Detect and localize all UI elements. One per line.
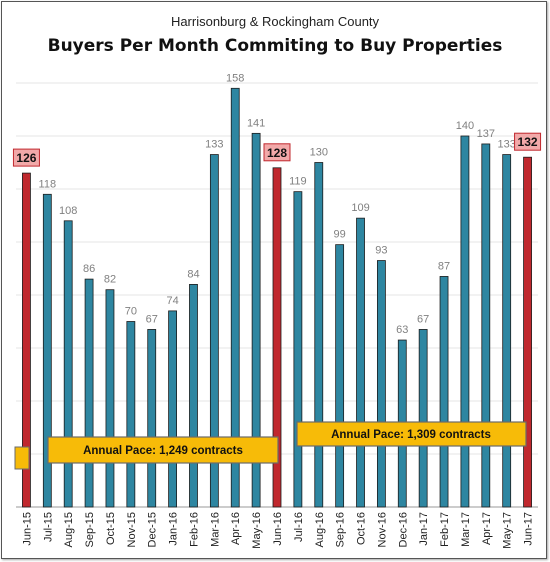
chart-subtitle: Harrisonburg & Rockingham County <box>170 14 380 29</box>
category-label: Nov-16 <box>376 512 388 547</box>
category-label: Jun-16 <box>272 512 284 546</box>
category-label: Jul-16 <box>293 512 305 542</box>
category-label: May-16 <box>251 512 263 549</box>
bar <box>376 260 386 508</box>
bar <box>481 143 491 508</box>
bar <box>189 283 198 508</box>
value-label: 132 <box>518 135 538 149</box>
value-label: 82 <box>104 274 116 286</box>
value-label: 133 <box>498 139 516 151</box>
value-label: 87 <box>438 260 450 272</box>
category-label: Oct-16 <box>356 512 368 545</box>
bar <box>84 278 94 508</box>
annotation-box <box>47 436 279 464</box>
annotation-text: Annual Pace: 1,249 contracts <box>83 445 243 457</box>
category-label: Sep-15 <box>84 512 96 547</box>
category-label: Jan-17 <box>418 512 430 546</box>
value-label: 140 <box>456 120 474 132</box>
value-label: 128 <box>267 146 287 160</box>
value-label: 93 <box>375 245 387 257</box>
bar <box>147 329 157 508</box>
value-label: 67 <box>146 313 158 325</box>
bar <box>356 217 365 508</box>
bar <box>460 135 470 508</box>
value-label: 109 <box>351 202 369 214</box>
bar-highlight <box>523 156 532 508</box>
value-label: 158 <box>226 72 244 84</box>
value-label: 126 <box>16 151 36 165</box>
category-label: Aug-15 <box>63 512 75 547</box>
bar <box>314 162 324 508</box>
value-label: 119 <box>289 176 307 188</box>
category-label: Jul-15 <box>42 512 54 542</box>
category-label: Mar-17 <box>460 512 472 547</box>
value-label: 130 <box>310 147 328 159</box>
bar <box>42 193 52 508</box>
bar <box>418 329 428 508</box>
bar <box>230 87 240 508</box>
bar <box>168 310 178 508</box>
category-label: May-17 <box>502 512 514 549</box>
category-label: Dec-15 <box>147 512 159 547</box>
bar <box>126 321 136 508</box>
bar <box>105 289 115 508</box>
bar <box>293 191 303 508</box>
value-label: 108 <box>59 205 77 217</box>
category-label: Sep-16 <box>335 512 347 547</box>
bar <box>63 220 73 508</box>
bar <box>335 244 345 508</box>
value-label: 133 <box>205 139 223 151</box>
value-label: 67 <box>417 313 429 325</box>
category-label: Dec-16 <box>397 512 409 547</box>
annotation-box-partial <box>14 446 30 470</box>
category-label: Feb-16 <box>188 512 200 547</box>
category-label: Aug-16 <box>314 512 326 547</box>
value-label-box <box>263 143 291 162</box>
annotation-box <box>296 421 527 447</box>
category-label: Jan-16 <box>168 512 180 546</box>
bar <box>209 154 219 508</box>
category-label: Jun-15 <box>21 512 33 546</box>
bar <box>502 154 512 508</box>
value-label-box <box>12 148 40 167</box>
category-label: Jun-17 <box>523 512 535 546</box>
value-label: 86 <box>83 263 95 275</box>
category-label: Nov-15 <box>126 512 138 547</box>
value-label: 118 <box>39 178 57 190</box>
value-label: 141 <box>247 117 265 129</box>
value-label-box <box>514 132 542 151</box>
category-label: Apr-16 <box>230 512 242 545</box>
bar-highlight <box>22 172 31 508</box>
value-label: 84 <box>187 268 199 280</box>
bar-highlight <box>272 167 282 508</box>
value-label: 74 <box>166 295 178 307</box>
category-label: Feb-17 <box>439 512 451 547</box>
bar <box>251 132 261 508</box>
value-label: 63 <box>396 324 408 336</box>
chart-title: Buyers Per Month Commiting to Buy Proper… <box>47 36 503 56</box>
category-label: Mar-16 <box>209 512 221 547</box>
value-label: 99 <box>334 229 346 241</box>
annotation-text: Annual Pace: 1,309 contracts <box>331 429 491 441</box>
value-label: 70 <box>125 306 137 318</box>
category-label: Apr-17 <box>481 512 493 545</box>
bar <box>439 276 449 508</box>
category-label: Oct-15 <box>105 512 117 545</box>
value-label: 137 <box>477 128 495 140</box>
